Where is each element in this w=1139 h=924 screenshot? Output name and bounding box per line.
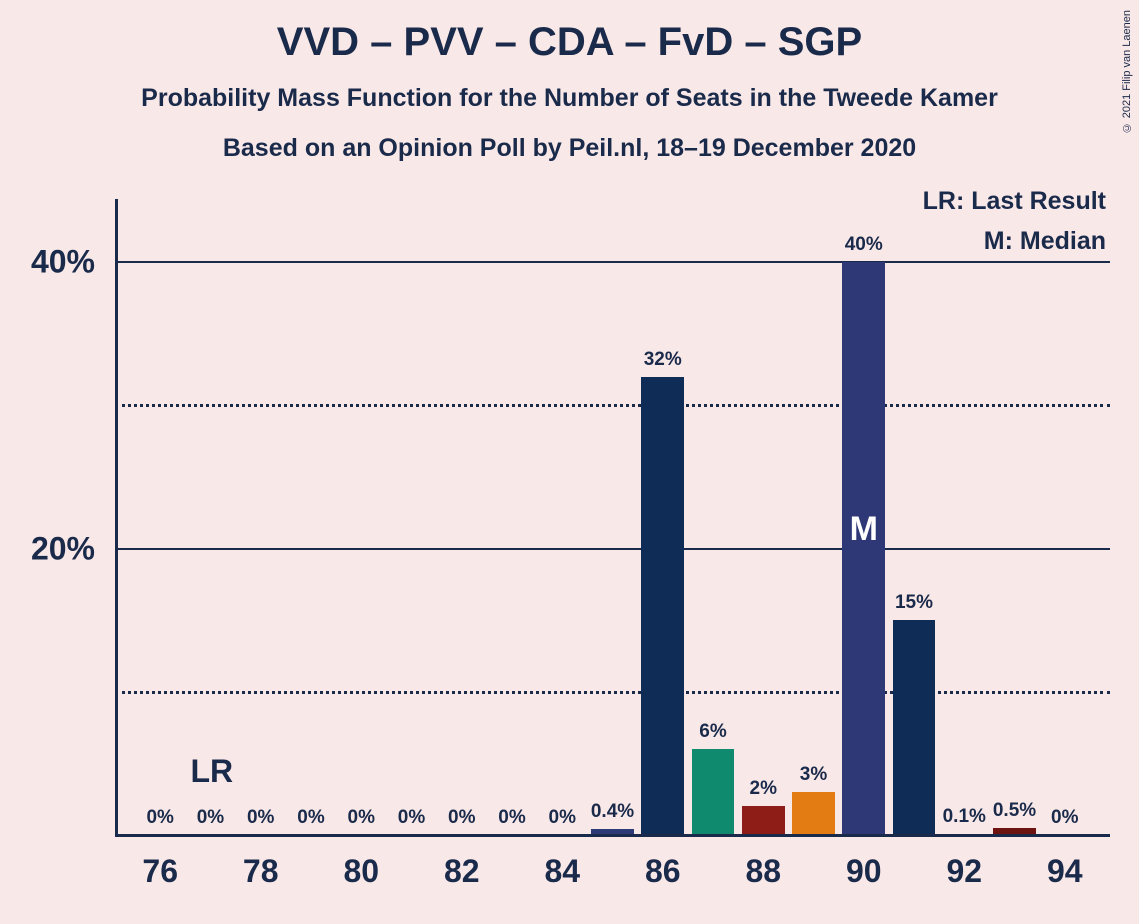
- chart-container: VVD – PVV – CDA – FvD – SGP Probability …: [0, 0, 1139, 924]
- gridline-solid: [115, 548, 1110, 550]
- bar: [792, 792, 835, 835]
- x-tick-label: 84: [544, 853, 580, 890]
- gridline-dotted: [115, 404, 1110, 407]
- bar: [893, 620, 936, 835]
- bar-value-label: 0%: [348, 807, 375, 829]
- bar-value-label: 0%: [247, 807, 274, 829]
- bar: [641, 377, 684, 835]
- bar-value-label: 0%: [297, 807, 324, 829]
- bar-value-label: 0%: [146, 807, 173, 829]
- bar-value-label: 32%: [644, 349, 682, 371]
- bar-value-label: 0%: [1051, 807, 1078, 829]
- median-marker: M: [850, 510, 878, 549]
- bar-value-label: 0%: [197, 807, 224, 829]
- x-tick-label: 82: [444, 853, 480, 890]
- bar-value-label: 0%: [549, 807, 576, 829]
- bar: [842, 262, 885, 835]
- bar-value-label: 2%: [750, 778, 777, 800]
- bar-value-label: 0.5%: [993, 800, 1036, 822]
- gridline-dotted: [115, 691, 1110, 694]
- bar-value-label: 15%: [895, 592, 933, 614]
- x-tick-label: 78: [243, 853, 279, 890]
- x-tick-label: 80: [343, 853, 379, 890]
- bar-value-label: 0.4%: [591, 801, 634, 823]
- x-tick-label: 92: [946, 853, 982, 890]
- bar-value-label: 0%: [398, 807, 425, 829]
- y-tick-label: 20%: [31, 530, 95, 567]
- bar-value-label: 40%: [845, 234, 883, 256]
- bar-value-label: 0%: [498, 807, 525, 829]
- legend-lr: LR: Last Result: [923, 187, 1106, 216]
- gridline-solid: [115, 261, 1110, 263]
- x-tick-label: 90: [846, 853, 882, 890]
- x-tick-label: 76: [142, 853, 178, 890]
- y-tick-label: 40%: [31, 244, 95, 281]
- legend-median: M: Median: [984, 227, 1106, 256]
- chart-title: VVD – PVV – CDA – FvD – SGP: [0, 20, 1139, 65]
- bar: [692, 749, 735, 835]
- chart-subtitle-1: Probability Mass Function for the Number…: [0, 84, 1139, 113]
- lr-marker: LR: [190, 753, 233, 790]
- x-tick-label: 86: [645, 853, 681, 890]
- bar-value-label: 0.1%: [943, 806, 986, 828]
- bar-value-label: 0%: [448, 807, 475, 829]
- y-axis: [115, 199, 118, 835]
- bar-value-label: 6%: [699, 721, 726, 743]
- bar: [742, 806, 785, 835]
- chart-subtitle-2: Based on an Opinion Poll by Peil.nl, 18–…: [0, 134, 1139, 163]
- bar-value-label: 3%: [800, 764, 827, 786]
- plot-area: 20%40%0%0%0%0%0%0%0%0%0%0.4%32%6%2%3%40%…: [115, 205, 1110, 835]
- x-tick-label: 94: [1047, 853, 1083, 890]
- x-tick-label: 88: [745, 853, 781, 890]
- copyright-text: © 2021 Filip van Laenen: [1121, 10, 1133, 133]
- x-axis: [115, 834, 1110, 837]
